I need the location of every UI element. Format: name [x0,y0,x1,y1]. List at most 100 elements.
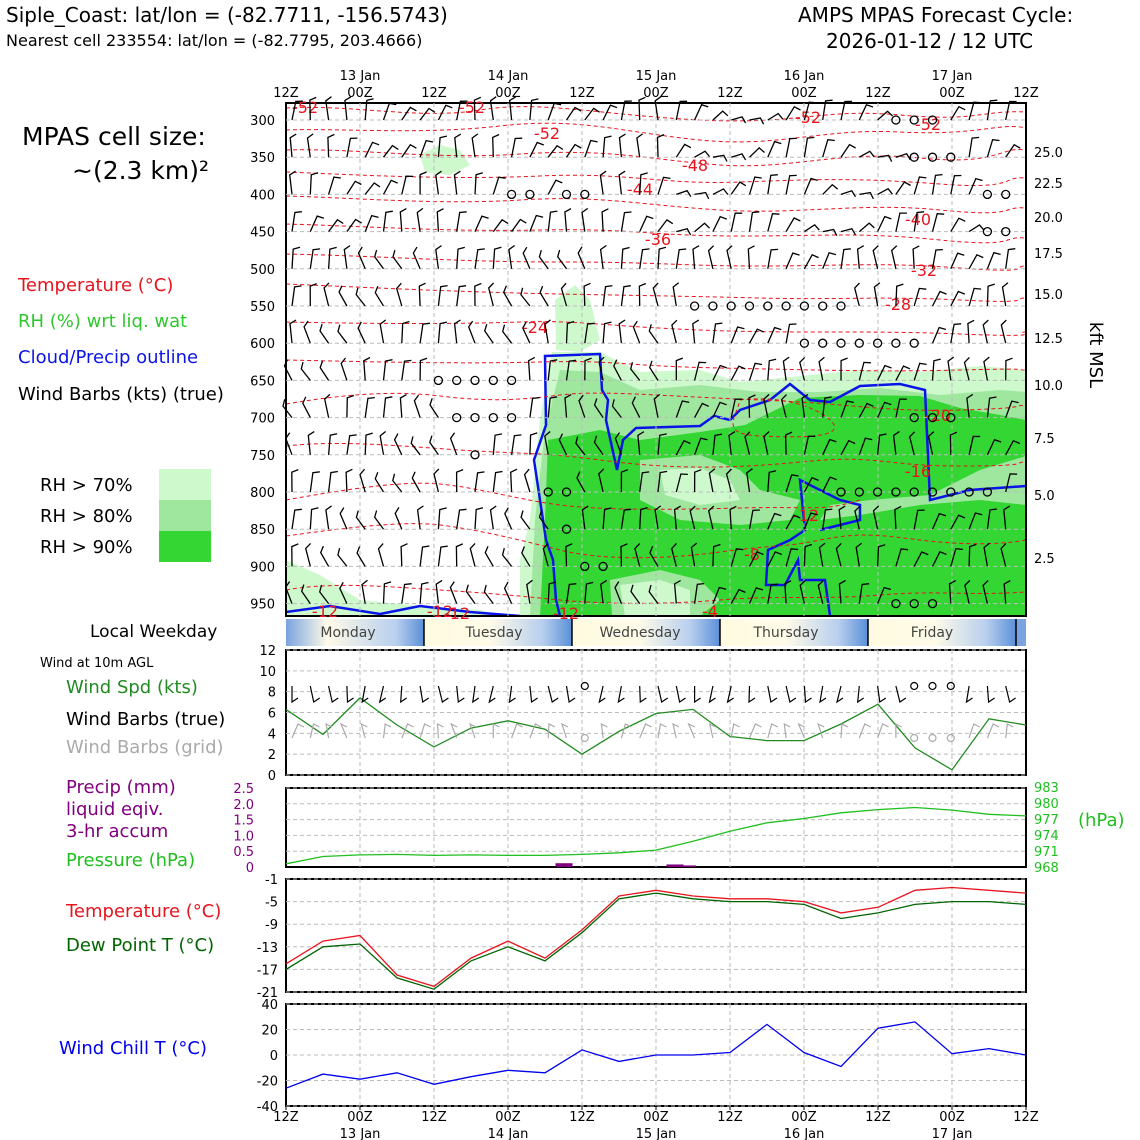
wind-barb-534 [547,581,557,604]
rh70-hole-2 [620,580,690,616]
top-date-3: 16 Jan [784,69,825,84]
wind-barb-148 [804,223,820,233]
calm-wind-circle-329 [452,412,462,423]
wind-barb-19 [638,96,646,121]
wind-barb-106 [767,174,778,195]
wind-barb-138 [620,211,632,232]
wind-barb-78 [986,138,1000,158]
wind-barb-427 [785,474,799,493]
wind-barb-87 [419,171,427,195]
calm-wind-circle-269 [818,338,828,348]
wind-barb-126 [399,208,407,232]
wind-barb-9 [456,100,468,121]
cycle-value: 2026-01-12 / 12 UTC [826,29,1034,53]
wind10-barb-true-33 [895,685,907,703]
wind-barb-559 [1003,580,1011,604]
calm-wind-circle-354 [909,412,919,423]
wind-barb-335 [564,394,572,418]
wind-barb-304 [730,365,746,381]
wind-barb-219 [638,282,647,307]
wind-barb-341 [675,400,690,418]
wind-barb-348 [801,393,809,418]
wind10-calm-true-36 [946,681,955,691]
wind-barb-359 [1005,400,1019,418]
wind-barb-465 [748,509,760,530]
calm-wind-circle-370 [470,450,480,460]
station-title: Siple_Coast: lat/lon = (-82.7711, -156.5… [6,3,448,27]
wind-barb-98 [618,170,626,195]
precip-panel-frame [285,787,1027,868]
wind-barb-190 [840,248,851,269]
wind-barb-315 [931,358,941,381]
wind10-barb-true-21 [675,685,686,703]
wind-spd-label: Wind Spd (kts) [66,677,198,698]
wind-barb-417 [598,468,605,493]
wind-barb-443 [339,507,348,530]
wind-barb-507 [785,548,799,567]
wind10-barb-true-20 [657,685,669,703]
wind-barb-210 [474,282,482,307]
wind-barb-51 [492,133,500,158]
wind-barb-191 [856,245,865,269]
isotherm-label-10: -28 [885,295,911,314]
wind-barb-267 [785,323,797,344]
pressure-level-tick-350: 350 [250,151,275,166]
wind-barb-141 [676,228,692,236]
weekday-bg-monday [286,619,424,646]
wind-barb-161 [309,248,321,269]
wind-barb-390 [840,439,856,456]
wind-barb-131 [492,218,509,232]
precip-ytick-1.0: 1.0 [233,829,254,844]
wind10-barb-grid-8 [436,722,444,739]
wind-barb-367 [410,436,421,456]
windchill-label: Wind Chill T (°C) [59,1038,207,1059]
wind-barb-46 [401,143,417,158]
wind-barb-279 [1000,319,1007,344]
precip-ytick-0: 0 [246,861,254,876]
wind-barb-498 [620,543,628,567]
wind-barb-107 [785,174,797,195]
wind-barb-231 [853,282,860,307]
wind-barb-485 [377,543,385,567]
wind-barb-16 [584,107,600,121]
wind-barb-459 [639,506,648,530]
kft-tick-4: 15.0 [1034,288,1063,303]
wind-barb-462 [689,505,696,530]
wind-barb-451 [489,505,497,530]
rh70-area-lowleft [286,560,500,616]
wind-barb-247 [419,322,430,344]
precip-label-2: liquid eqiv. [66,799,164,820]
wind-barb-169 [456,246,465,269]
temp-ytick--5: -5 [265,896,278,911]
wind-barb-144 [730,212,743,232]
wind-barb-550 [838,579,846,604]
wind-barb-411 [492,470,503,493]
wind-barb-385 [744,431,751,455]
nearest-cell-line: Nearest cell 233554: lat/lon = (-82.7795… [6,31,423,50]
wind-barb-154 [913,211,925,232]
isotherm-label-14: -12 [793,506,819,525]
wind-barb-177 [599,244,607,269]
calm-wind-circle-289 [452,375,462,386]
temperature-label: Temperature (°C) [66,901,222,922]
precip-label-3: 3-hr accum [66,821,169,842]
wind-barb-41 [306,133,314,158]
wind-barb-460 [654,505,662,530]
calm-wind-circle-431 [854,487,864,497]
wind-barb-147 [785,217,801,232]
wind-barb-83 [346,180,362,195]
wind-barb-220 [652,282,659,307]
wind10-barb-grid-33 [895,723,903,739]
wind-barb-328 [429,398,439,418]
wind-barb-133 [529,214,544,232]
wind-barb-347 [780,394,787,418]
wind-barb-499 [634,543,641,567]
rh90-swatch [159,531,211,562]
wind-barb-250 [467,320,476,344]
top-hour-tick-1: 00Z [347,86,373,101]
pressure-level-tick-300: 300 [250,114,275,129]
calm-wind-circle-435 [927,487,938,497]
wind-barb-182 [692,245,700,269]
wind-barb-39 [1005,100,1017,121]
wind-barb-36 [950,105,966,121]
